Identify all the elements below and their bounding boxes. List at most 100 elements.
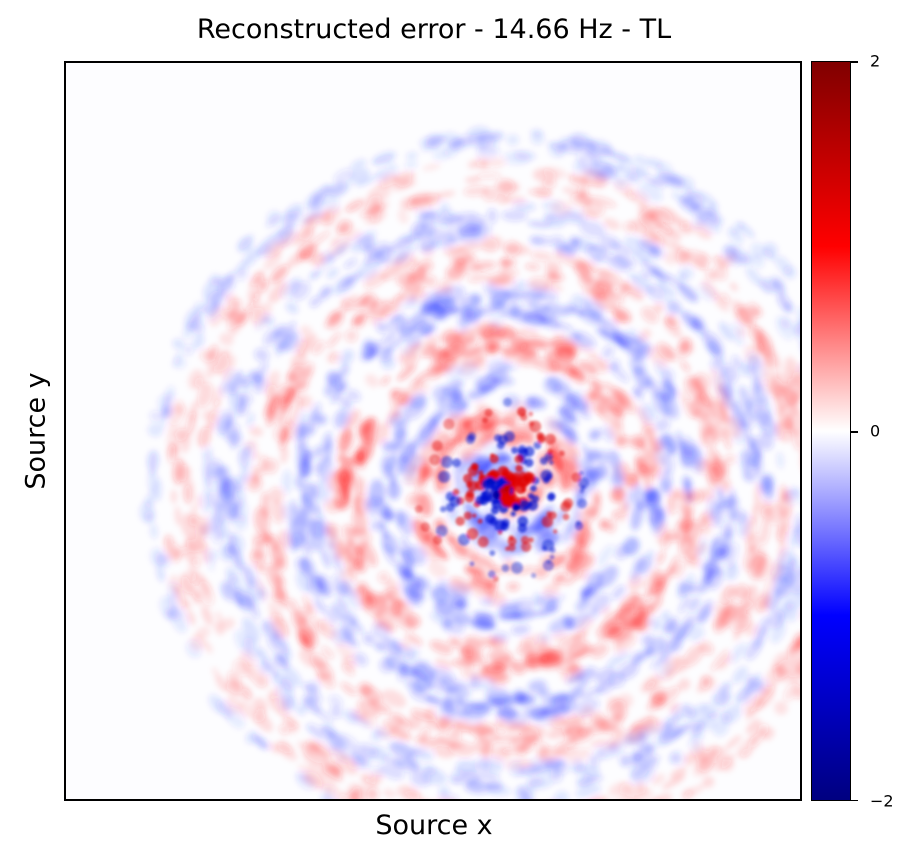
- positive-error-blob: [254, 279, 270, 297]
- positive-error-blob: [305, 213, 322, 228]
- negative-error-blob: [326, 267, 339, 279]
- center-positive-speckle: [489, 454, 499, 464]
- positive-error-blob: [423, 707, 436, 723]
- negative-error-blob: [745, 267, 763, 286]
- center-negative-speckle: [523, 504, 529, 510]
- positive-error-blob: [308, 743, 332, 760]
- positive-error-blob: [699, 487, 714, 502]
- colorbar-tick-label: −2: [870, 791, 894, 811]
- negative-error-blob: [679, 448, 695, 469]
- positive-error-blob: [783, 389, 796, 411]
- center-peak-dot: [493, 491, 501, 499]
- negative-error-blob: [628, 347, 642, 360]
- negative-error-blob: [679, 265, 694, 280]
- positive-error-blob: [664, 315, 676, 326]
- positive-error-blob: [447, 435, 461, 449]
- negative-error-blob: [247, 577, 264, 604]
- positive-error-blob: [168, 574, 183, 594]
- center-positive-speckle: [521, 541, 532, 552]
- positive-error-blob: [400, 196, 417, 210]
- negative-error-blob: [299, 214, 312, 226]
- positive-error-blob: [336, 541, 350, 557]
- negative-error-blob: [410, 771, 431, 787]
- negative-error-blob: [406, 295, 420, 309]
- positive-error-blob: [343, 524, 355, 546]
- positive-error-blob: [308, 230, 331, 248]
- positive-error-blob: [219, 332, 234, 346]
- negative-error-blob: [587, 449, 600, 462]
- negative-error-blob: [404, 397, 426, 420]
- positive-error-blob: [651, 232, 671, 248]
- positive-error-blob: [525, 263, 540, 271]
- positive-error-blob: [420, 465, 434, 480]
- negative-error-blob: [321, 795, 339, 799]
- positive-error-blob: [547, 715, 566, 730]
- positive-error-blob: [498, 181, 520, 194]
- positive-error-blob: [566, 552, 586, 572]
- positive-error-blob: [543, 583, 560, 598]
- negative-error-blob: [336, 596, 349, 613]
- center-positive-speckle: [562, 513, 570, 521]
- negative-error-blob: [772, 275, 785, 290]
- positive-error-blob: [506, 582, 520, 592]
- center-positive-speckle: [508, 543, 516, 552]
- center-negative-speckle: [544, 452, 553, 461]
- positive-error-blob: [341, 664, 355, 677]
- negative-error-blob: [278, 223, 293, 236]
- center-negative-speckle: [485, 513, 496, 524]
- negative-error-blob: [398, 547, 414, 570]
- negative-error-blob: [775, 315, 795, 341]
- negative-error-blob: [282, 321, 296, 338]
- negative-error-blob: [726, 507, 738, 521]
- negative-error-blob: [306, 410, 321, 436]
- negative-error-blob: [595, 667, 617, 685]
- negative-error-blob: [543, 214, 559, 222]
- center-negative-speckle: [500, 521, 509, 531]
- negative-error-blob: [326, 181, 352, 199]
- positive-error-blob: [763, 574, 775, 598]
- center-positive-speckle: [477, 518, 483, 524]
- positive-error-blob: [306, 764, 325, 779]
- negative-error-blob: [319, 255, 335, 269]
- positive-error-blob: [440, 278, 453, 294]
- positive-error-blob: [647, 465, 662, 480]
- negative-error-blob: [241, 617, 261, 643]
- negative-error-blob: [338, 349, 355, 366]
- center-negative-speckle: [545, 473, 553, 480]
- negative-error-blob: [439, 201, 450, 216]
- positive-error-blob: [172, 457, 183, 485]
- negative-error-blob: [742, 459, 759, 483]
- positive-error-blob: [549, 449, 563, 468]
- negative-error-blob: [572, 331, 597, 349]
- positive-error-blob: [542, 179, 557, 188]
- positive-error-blob: [513, 358, 538, 367]
- center-positive-speckle: [492, 575, 499, 583]
- negative-error-blob: [777, 294, 792, 313]
- negative-error-blob: [244, 592, 255, 610]
- negative-error-blob: [374, 247, 394, 263]
- negative-error-blob: [663, 367, 675, 381]
- center-negative-speckle: [481, 491, 488, 497]
- center-peak-dot: [486, 477, 494, 485]
- positive-error-blob: [391, 611, 415, 631]
- negative-error-blob: [229, 502, 240, 518]
- positive-error-blob: [700, 674, 711, 686]
- negative-error-blob: [555, 141, 567, 157]
- positive-error-blob: [614, 633, 637, 653]
- positive-error-blob: [619, 501, 629, 517]
- negative-error-blob: [678, 309, 699, 330]
- negative-error-blob: [301, 482, 317, 507]
- positive-error-blob: [767, 346, 782, 370]
- positive-error-blob: [516, 432, 535, 445]
- negative-error-blob: [266, 635, 280, 653]
- negative-error-blob: [618, 661, 639, 680]
- positive-error-blob: [609, 487, 625, 503]
- negative-error-blob: [382, 755, 406, 768]
- center-positive-speckle: [464, 492, 475, 503]
- positive-error-blob: [414, 736, 439, 749]
- negative-error-blob: [710, 358, 723, 372]
- negative-error-blob: [585, 608, 599, 620]
- negative-error-blob: [202, 277, 223, 301]
- negative-error-blob: [738, 513, 750, 538]
- positive-error-blob: [198, 581, 215, 607]
